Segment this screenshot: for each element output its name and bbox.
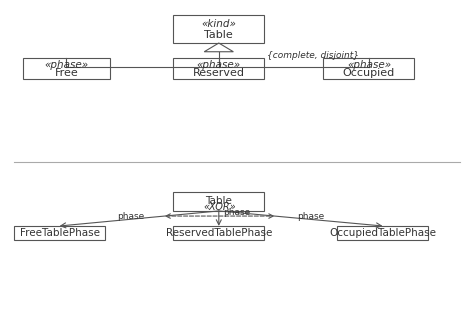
Text: Occupied: Occupied [343,68,395,78]
FancyBboxPatch shape [23,58,109,79]
FancyBboxPatch shape [14,226,105,240]
Text: Table: Table [204,30,233,40]
FancyBboxPatch shape [173,226,264,240]
Text: «XOR»: «XOR» [203,202,236,212]
Text: phase: phase [297,212,324,221]
FancyBboxPatch shape [323,58,414,79]
Text: FreeTablePhase: FreeTablePhase [19,228,100,238]
Text: «kind»: «kind» [201,19,236,29]
Text: Table: Table [205,196,232,207]
Text: phase: phase [223,208,251,217]
Text: ReservedTablePhase: ReservedTablePhase [165,228,272,238]
FancyBboxPatch shape [173,15,264,43]
Text: phase: phase [117,212,144,221]
Text: Reserved: Reserved [193,68,245,78]
FancyBboxPatch shape [337,226,428,240]
Text: Free: Free [55,68,78,78]
FancyBboxPatch shape [173,58,264,79]
Text: {complete, disjoint}: {complete, disjoint} [266,51,358,60]
Text: OccupiedTablePhase: OccupiedTablePhase [329,228,436,238]
Text: «phase»: «phase» [197,60,241,70]
Text: «phase»: «phase» [347,60,391,70]
FancyBboxPatch shape [173,192,264,211]
Text: «phase»: «phase» [44,60,89,70]
